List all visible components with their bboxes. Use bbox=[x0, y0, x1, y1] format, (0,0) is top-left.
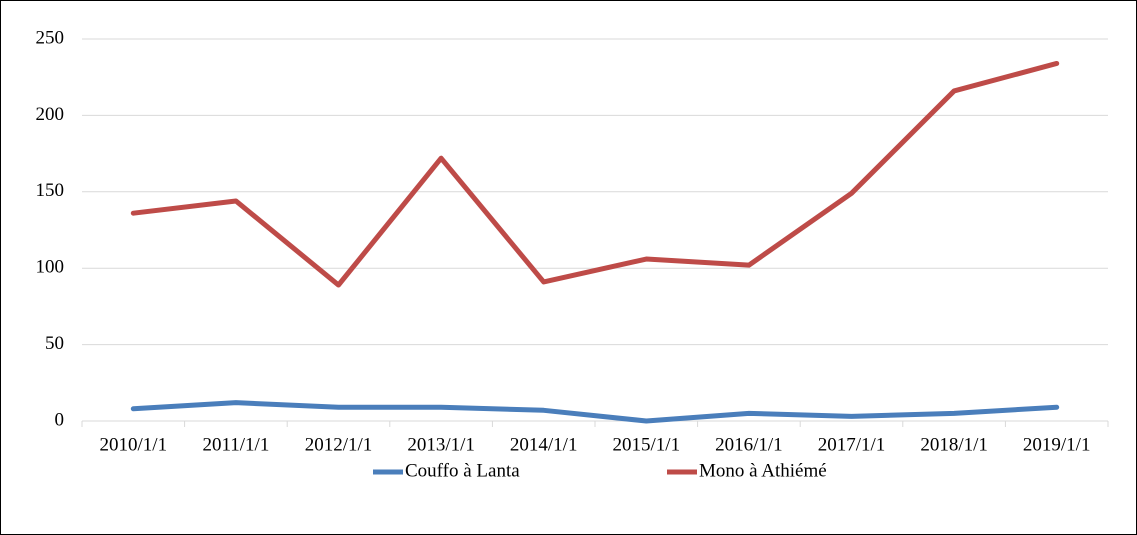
x-tick-label: 2018/1/1 bbox=[920, 434, 988, 455]
y-tick-label: 50 bbox=[45, 333, 64, 354]
y-tick-label: 150 bbox=[36, 180, 65, 201]
x-tick-label: 2013/1/1 bbox=[407, 434, 475, 455]
x-tick-label: 2016/1/1 bbox=[715, 434, 783, 455]
x-tick-label: 2019/1/1 bbox=[1023, 434, 1091, 455]
x-tick-label: 2011/1/1 bbox=[202, 434, 269, 455]
x-tick-label: 2012/1/1 bbox=[305, 434, 373, 455]
x-tick-label: 2017/1/1 bbox=[818, 434, 886, 455]
x-tick-label: 2014/1/1 bbox=[510, 434, 578, 455]
legend-label: Mono à Athiémé bbox=[699, 460, 827, 481]
y-tick-label: 0 bbox=[55, 409, 65, 430]
series-line bbox=[130, 60, 1060, 288]
y-tick-label: 250 bbox=[36, 27, 65, 48]
legend-label: Couffo à Lanta bbox=[405, 460, 520, 481]
y-tick-label: 200 bbox=[36, 104, 65, 125]
x-tick-label: 2010/1/1 bbox=[100, 434, 168, 455]
series-line bbox=[130, 400, 1060, 424]
y-tick-label: 100 bbox=[36, 257, 65, 278]
x-tick-label: 2015/1/1 bbox=[613, 434, 681, 455]
